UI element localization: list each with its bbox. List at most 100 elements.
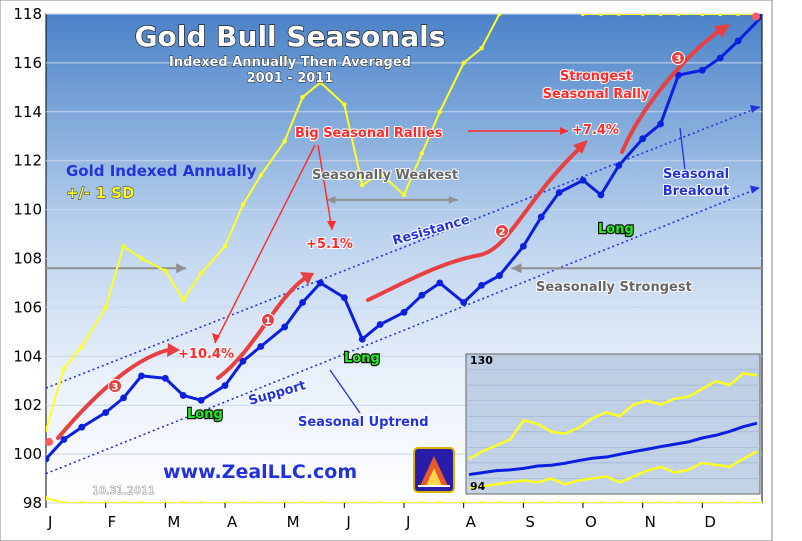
- x-tick-label: D: [704, 513, 716, 531]
- marker-3-left: 3: [108, 379, 122, 393]
- band-point: [163, 268, 168, 273]
- band-point: [735, 500, 741, 503]
- y-tick-label: 112: [13, 152, 42, 170]
- series-point: [716, 54, 724, 62]
- pointer-head-1: [212, 333, 220, 343]
- band-point: [556, 500, 562, 503]
- series-point: [358, 335, 366, 343]
- main-series: [45, 12, 762, 463]
- label-big-rallies: Big Seasonal Rallies: [295, 126, 443, 141]
- series-point: [120, 394, 127, 402]
- band-point: [282, 138, 287, 144]
- band-point: [735, 14, 741, 17]
- band-point: [163, 500, 168, 503]
- pointer-uptrend: [329, 369, 361, 414]
- label-seasonal-uptrend: Seasonal Uptrend: [298, 415, 429, 430]
- series-point: [436, 279, 444, 287]
- label-rally-small: +10.4%: [178, 347, 234, 362]
- inset-center-line: [468, 421, 758, 477]
- band-point: [640, 14, 645, 17]
- guide-left-arrowhead: [176, 263, 187, 274]
- series-point: [639, 135, 647, 143]
- band-point: [700, 14, 705, 17]
- inset-plot: [465, 353, 761, 495]
- band-point: [46, 495, 49, 501]
- rally-arrow-3: [366, 146, 582, 302]
- band-point: [258, 500, 263, 503]
- band-point: [479, 46, 484, 51]
- band-point: [539, 500, 544, 503]
- series-point: [340, 294, 348, 302]
- sd-bands: [46, 14, 762, 503]
- label-breakout-2: Breakout: [663, 184, 730, 199]
- pointer-head-3: [560, 127, 568, 135]
- band-point: [598, 500, 604, 503]
- band-point: [240, 500, 246, 503]
- x-tick-label: M: [167, 513, 180, 531]
- series-point: [179, 392, 187, 399]
- marker-2: 2: [495, 224, 509, 238]
- y-tick-label: 104: [13, 347, 42, 365]
- band-point: [700, 500, 705, 503]
- inset-lower-line: [468, 450, 758, 490]
- end-marker: [752, 12, 760, 21]
- start-marker: [45, 437, 53, 446]
- y-tick-label: 102: [13, 396, 42, 414]
- rally-arrow-1-head: [167, 343, 180, 357]
- band-point: [198, 500, 204, 503]
- svg-text:3: 3: [112, 382, 119, 393]
- x-tick-label: J: [345, 513, 350, 531]
- zeal-logo: [413, 447, 455, 493]
- inset-y-bottom: 94: [470, 480, 486, 493]
- label-seasonally-strongest: Seasonally Strongest: [536, 280, 692, 295]
- x-tick-label: M: [287, 513, 300, 531]
- label-strongest-rally-1: Strongest: [560, 69, 632, 84]
- band-point: [360, 182, 365, 188]
- band-point: [103, 500, 108, 503]
- series-point: [60, 436, 68, 443]
- series-point: [221, 382, 229, 390]
- band-point: [580, 14, 586, 17]
- band-point: [61, 366, 67, 371]
- label-long-1: Long: [187, 407, 223, 422]
- inset-series: [468, 372, 758, 490]
- y-tick-label: 114: [13, 103, 42, 121]
- band-point: [318, 500, 323, 503]
- band-point: [658, 14, 663, 17]
- band-point: [181, 500, 186, 503]
- band-point: [222, 500, 228, 503]
- band-point: [658, 500, 663, 503]
- x-tick-label: J: [405, 513, 410, 531]
- band-point: [300, 500, 305, 503]
- x-tick-label: S: [525, 513, 535, 531]
- band-point: [240, 202, 246, 207]
- band-point: [718, 14, 723, 17]
- legend-line-label: Gold Indexed Annually: [66, 162, 257, 180]
- inset-upper-line: [468, 372, 758, 461]
- band-point: [181, 297, 186, 303]
- band-point: [300, 94, 305, 100]
- series-point: [597, 191, 605, 199]
- series-point: [675, 71, 682, 79]
- band-point: [461, 60, 466, 66]
- band-point: [282, 500, 287, 503]
- x-tick-label: A: [227, 513, 238, 531]
- trend-channel: [45, 104, 761, 475]
- website-url: www.ZealLLC.com: [163, 461, 357, 483]
- series-point: [657, 120, 664, 128]
- band-point: [437, 500, 442, 503]
- marker-3-right: 3: [671, 51, 685, 65]
- band-point: [676, 500, 681, 503]
- svg-text:3: 3: [675, 54, 682, 65]
- band-point: [121, 500, 126, 503]
- series-point: [537, 213, 545, 221]
- y-tick-label: 116: [13, 54, 42, 72]
- pointer-breakout: [679, 127, 686, 171]
- series-point: [555, 189, 563, 196]
- series-point: [138, 372, 145, 380]
- svg-text:1: 1: [265, 316, 272, 327]
- y-tick-label: 110: [13, 201, 42, 219]
- series-point: [78, 423, 86, 431]
- x-tick-label: A: [466, 513, 477, 531]
